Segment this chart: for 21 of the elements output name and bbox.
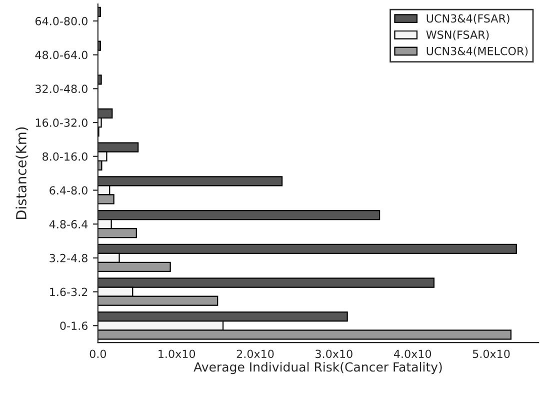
y-tick-label: 48.0-64.0 xyxy=(35,50,88,60)
y-tick-label: 1.6-3.2 xyxy=(50,288,88,296)
y-tick-label: 32.0-48.0 xyxy=(36,84,88,94)
legend-label: UCN3&4(FSAR) xyxy=(426,14,510,24)
y-axis-title: Distance(Km) xyxy=(16,127,28,220)
y-tick-label: 64.0-80.0 xyxy=(35,16,88,26)
y-tick-label: 6.4-8.0 xyxy=(50,186,88,195)
text: 3.0x10 xyxy=(316,350,352,358)
text: 4.0x10 xyxy=(394,350,432,358)
y-tick-label: 8.0-16.0 xyxy=(42,152,88,161)
text: 2.0x10 xyxy=(236,350,274,358)
y-tick-label: 3.2-4.8 xyxy=(50,254,88,262)
y-tick-label: 4.8-6.4 xyxy=(49,220,88,228)
text: 1.0x10 xyxy=(158,350,196,358)
text: 5.0x10 xyxy=(472,350,510,358)
y-tick-label: 0-1.6 xyxy=(60,322,88,330)
legend-label: UCN3&4(MELCOR) xyxy=(426,46,528,57)
text: 0.0 xyxy=(90,350,106,358)
y-tick-label: 16.0-32.0 xyxy=(36,118,88,127)
legend-label: WSN(FSAR) xyxy=(426,30,489,40)
x-axis-title: Average Individual Risk(Cancer Fatality) xyxy=(194,362,442,374)
